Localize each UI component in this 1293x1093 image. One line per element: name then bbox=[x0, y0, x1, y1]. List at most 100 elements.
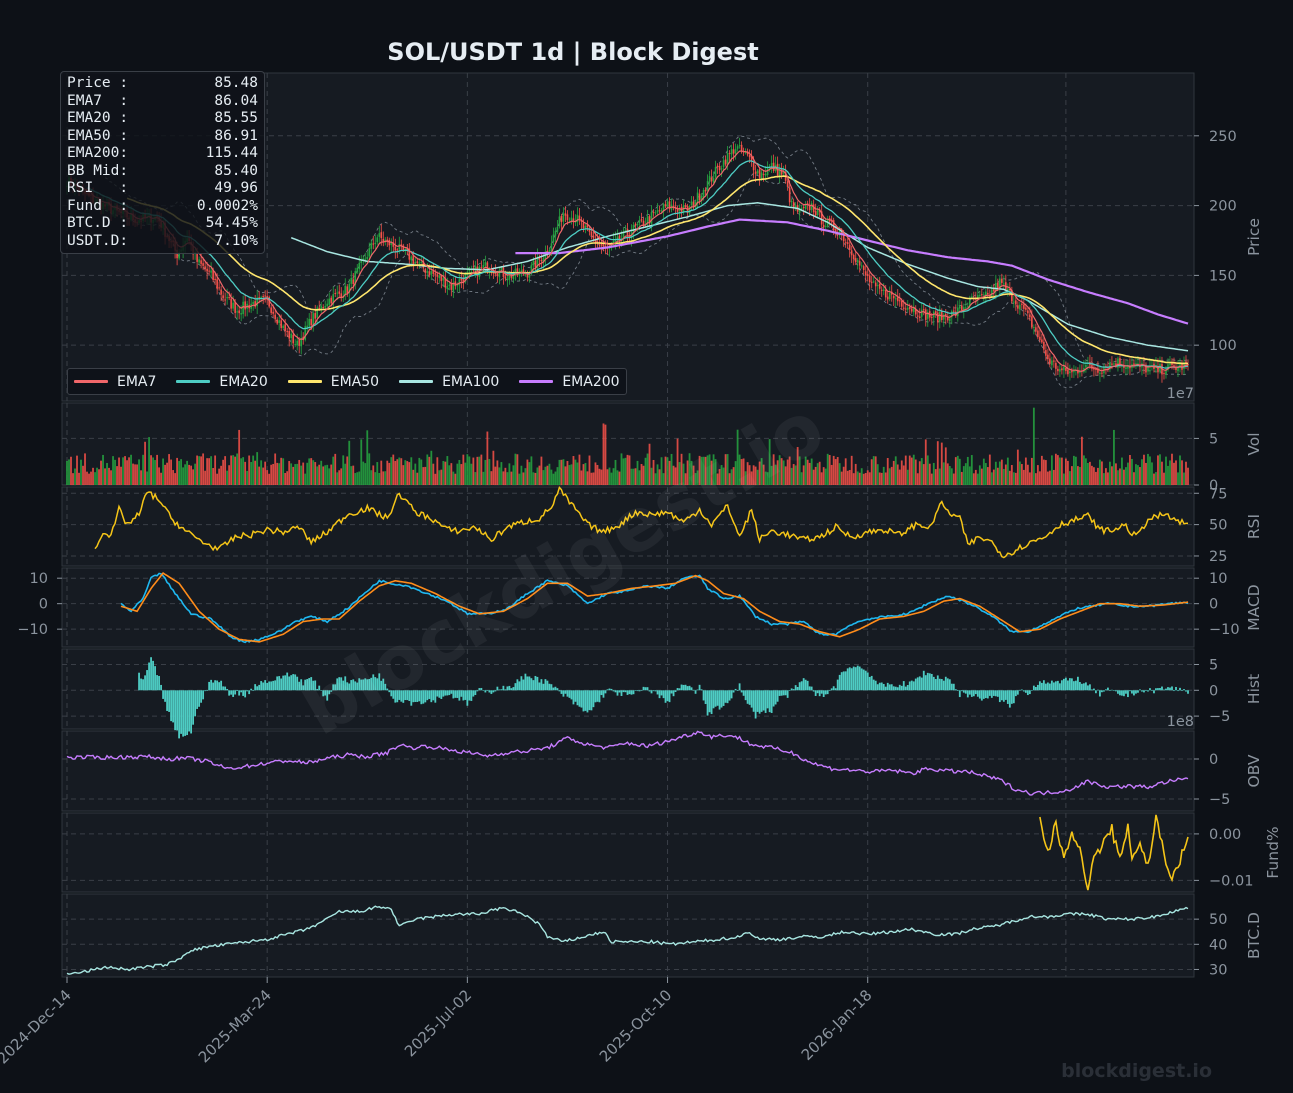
hist-bar bbox=[480, 687, 483, 691]
volume-bar bbox=[786, 459, 789, 485]
candle-body bbox=[987, 292, 989, 295]
volume-bar bbox=[226, 470, 229, 485]
volume-bar bbox=[120, 466, 122, 485]
volume-bar bbox=[540, 456, 543, 485]
candle-body bbox=[254, 301, 256, 307]
volume-bar bbox=[830, 464, 833, 485]
hist-bar bbox=[368, 678, 371, 691]
volume-bar bbox=[284, 473, 287, 485]
hist-bar bbox=[1079, 682, 1081, 691]
hist-bar bbox=[478, 688, 481, 691]
volume-bar bbox=[132, 463, 134, 485]
volume-bar bbox=[498, 467, 501, 485]
candle-body bbox=[997, 282, 999, 289]
candle-body bbox=[492, 272, 495, 274]
volume-bar bbox=[984, 463, 987, 485]
volume-bar bbox=[448, 465, 451, 485]
volume-bar bbox=[586, 471, 589, 485]
volume-bar bbox=[1068, 471, 1071, 485]
info-label: RSI : bbox=[67, 180, 129, 196]
volume-bar bbox=[308, 458, 311, 485]
volume-bar bbox=[454, 473, 457, 485]
hist-bar bbox=[474, 690, 477, 696]
candle-body bbox=[824, 226, 827, 228]
candle-body bbox=[924, 309, 927, 320]
volume-bar bbox=[338, 470, 341, 485]
volume-bar bbox=[496, 460, 499, 485]
volume-bar bbox=[1089, 461, 1091, 485]
volume-bar bbox=[446, 456, 449, 485]
candle-body bbox=[324, 306, 327, 308]
hist-bar bbox=[966, 690, 969, 698]
volume-bar bbox=[846, 470, 849, 485]
hist-bar bbox=[894, 686, 897, 691]
hist-bar bbox=[214, 680, 217, 691]
hist-bar bbox=[868, 676, 871, 691]
candle-body bbox=[232, 302, 234, 309]
hist-bar bbox=[1149, 688, 1151, 691]
hist-bar bbox=[880, 682, 883, 691]
candle-body bbox=[516, 268, 519, 275]
hist-bar bbox=[840, 672, 843, 691]
volume-bar bbox=[686, 460, 689, 485]
volume-bar bbox=[406, 461, 409, 485]
volume-bar bbox=[628, 455, 631, 485]
candle-body bbox=[782, 171, 785, 174]
y-axis-label-obv: OBV bbox=[1245, 754, 1263, 787]
volume-bar bbox=[1012, 472, 1015, 485]
hist-bar bbox=[1091, 689, 1093, 691]
hist-bar bbox=[374, 677, 377, 691]
hist-bar bbox=[942, 680, 945, 691]
hist-bar bbox=[476, 690, 479, 692]
candle-body bbox=[854, 258, 857, 263]
hist-bar bbox=[912, 681, 915, 691]
hist-bar bbox=[316, 688, 319, 691]
volume-bar bbox=[192, 469, 195, 485]
volume-bar bbox=[480, 454, 483, 485]
volume-bar bbox=[646, 453, 649, 485]
signal-line bbox=[120, 572, 1189, 643]
candle-body bbox=[856, 259, 859, 263]
volume-bar bbox=[272, 463, 275, 485]
candle-body bbox=[288, 330, 290, 339]
candle-body bbox=[958, 306, 961, 309]
candle-body bbox=[462, 279, 465, 283]
candle-body bbox=[814, 211, 817, 216]
hist-bar bbox=[466, 690, 469, 706]
volume-bar bbox=[92, 467, 94, 485]
hist-bar bbox=[426, 690, 429, 701]
volume-bar bbox=[770, 465, 773, 485]
candle-body bbox=[520, 270, 523, 272]
candle-body bbox=[410, 256, 413, 261]
hist-bar bbox=[610, 688, 613, 691]
hist-bar bbox=[892, 686, 895, 691]
hist-bar bbox=[1123, 690, 1125, 697]
hist-bar bbox=[952, 683, 955, 691]
volume-bar bbox=[1185, 461, 1187, 485]
candle-body bbox=[296, 340, 299, 346]
hist-bar bbox=[928, 673, 931, 691]
hist-bar bbox=[296, 676, 299, 691]
candle-body bbox=[963, 307, 965, 312]
volume-bar bbox=[294, 464, 297, 485]
volume-bar bbox=[878, 472, 881, 485]
volume-bar bbox=[734, 461, 737, 485]
candle-body bbox=[700, 195, 703, 202]
volume-bar bbox=[792, 464, 795, 485]
candle-body bbox=[202, 263, 204, 266]
hist-bar bbox=[348, 683, 351, 691]
hist-bar bbox=[300, 679, 303, 691]
volume-bar bbox=[548, 463, 551, 485]
hist-bar bbox=[174, 690, 176, 731]
volume-bar bbox=[724, 454, 727, 485]
hist-bar bbox=[644, 687, 647, 691]
hist-bar bbox=[830, 688, 833, 691]
candle-body bbox=[1025, 307, 1027, 310]
volume-bar bbox=[800, 472, 803, 485]
hist-bar bbox=[264, 680, 267, 691]
candle-body bbox=[708, 176, 711, 182]
volume-bar bbox=[424, 466, 427, 485]
hist-bar bbox=[1103, 690, 1105, 692]
volume-bar bbox=[504, 467, 507, 485]
volume-bar bbox=[908, 455, 911, 485]
